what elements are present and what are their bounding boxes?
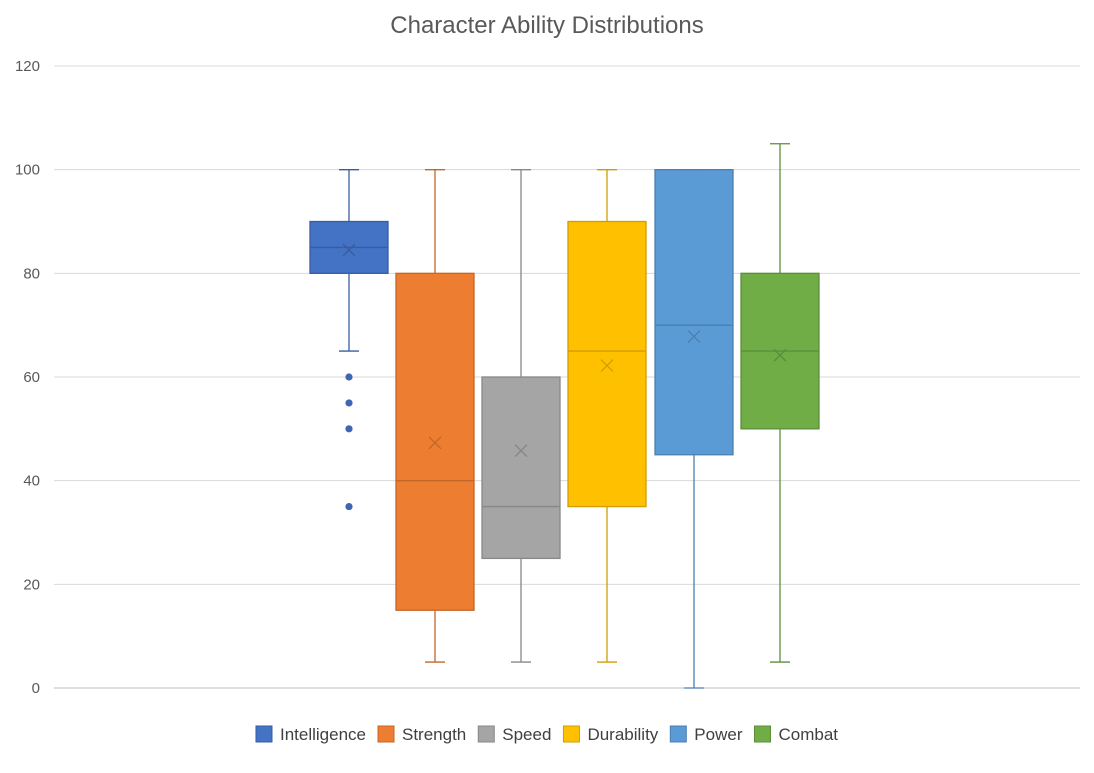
legend-label: Intelligence (280, 725, 366, 744)
mean-marker (773, 348, 787, 362)
legend-swatch (669, 725, 687, 743)
box-intelligence (309, 169, 389, 511)
mean-marker (687, 330, 701, 344)
y-tick-label: 20 (23, 576, 40, 593)
mean-marker (600, 359, 614, 373)
gridlines (54, 65, 1080, 689)
boxes (309, 143, 820, 689)
box-durability (567, 169, 647, 663)
legend-swatch (477, 725, 495, 743)
outlier-point (345, 502, 353, 511)
outlier-point (345, 425, 353, 433)
legend-swatch (562, 725, 580, 743)
box-speed (481, 169, 561, 663)
mean-marker (514, 444, 528, 458)
iqr-box (395, 272, 475, 611)
mean-marker (428, 436, 442, 450)
y-tick-label: 80 (23, 265, 40, 282)
y-axis-tick-labels: 0 20 40 60 80 100 120 (15, 58, 40, 697)
legend-swatch (255, 725, 273, 743)
legend-item-intelligence: Intelligence (255, 725, 366, 744)
iqr-box (654, 169, 734, 456)
outlier-point (345, 373, 353, 381)
legend-item-speed: Speed (477, 725, 551, 744)
legend-item-combat: Combat (753, 725, 838, 744)
legend-item-strength: Strength (377, 725, 466, 744)
y-tick-label: 60 (23, 369, 40, 386)
box-combat (740, 143, 820, 663)
mean-marker (342, 243, 356, 257)
chart-title: Character Ability Distributions (390, 12, 704, 39)
legend-item-power: Power (669, 725, 743, 744)
y-tick-label: 100 (15, 162, 40, 179)
y-tick-label: 120 (15, 58, 40, 75)
legend-label: Strength (402, 725, 466, 744)
legend-label: Durability (587, 725, 658, 744)
legend-label: Speed (502, 725, 551, 744)
iqr-box (481, 376, 561, 560)
legend-item-durability: Durability (562, 725, 659, 744)
legend-swatch (753, 725, 771, 743)
legend-swatch (377, 725, 395, 743)
legend-label: Power (694, 725, 743, 744)
outlier-point (345, 399, 353, 407)
box-strength (395, 169, 475, 663)
iqr-box (567, 220, 647, 508)
box-power (654, 169, 734, 689)
legend-label: Combat (778, 725, 838, 744)
legend: Intelligence Strength Speed Durability Power… (255, 725, 838, 744)
y-tick-label: 0 (32, 680, 40, 697)
y-tick-label: 40 (23, 473, 40, 490)
